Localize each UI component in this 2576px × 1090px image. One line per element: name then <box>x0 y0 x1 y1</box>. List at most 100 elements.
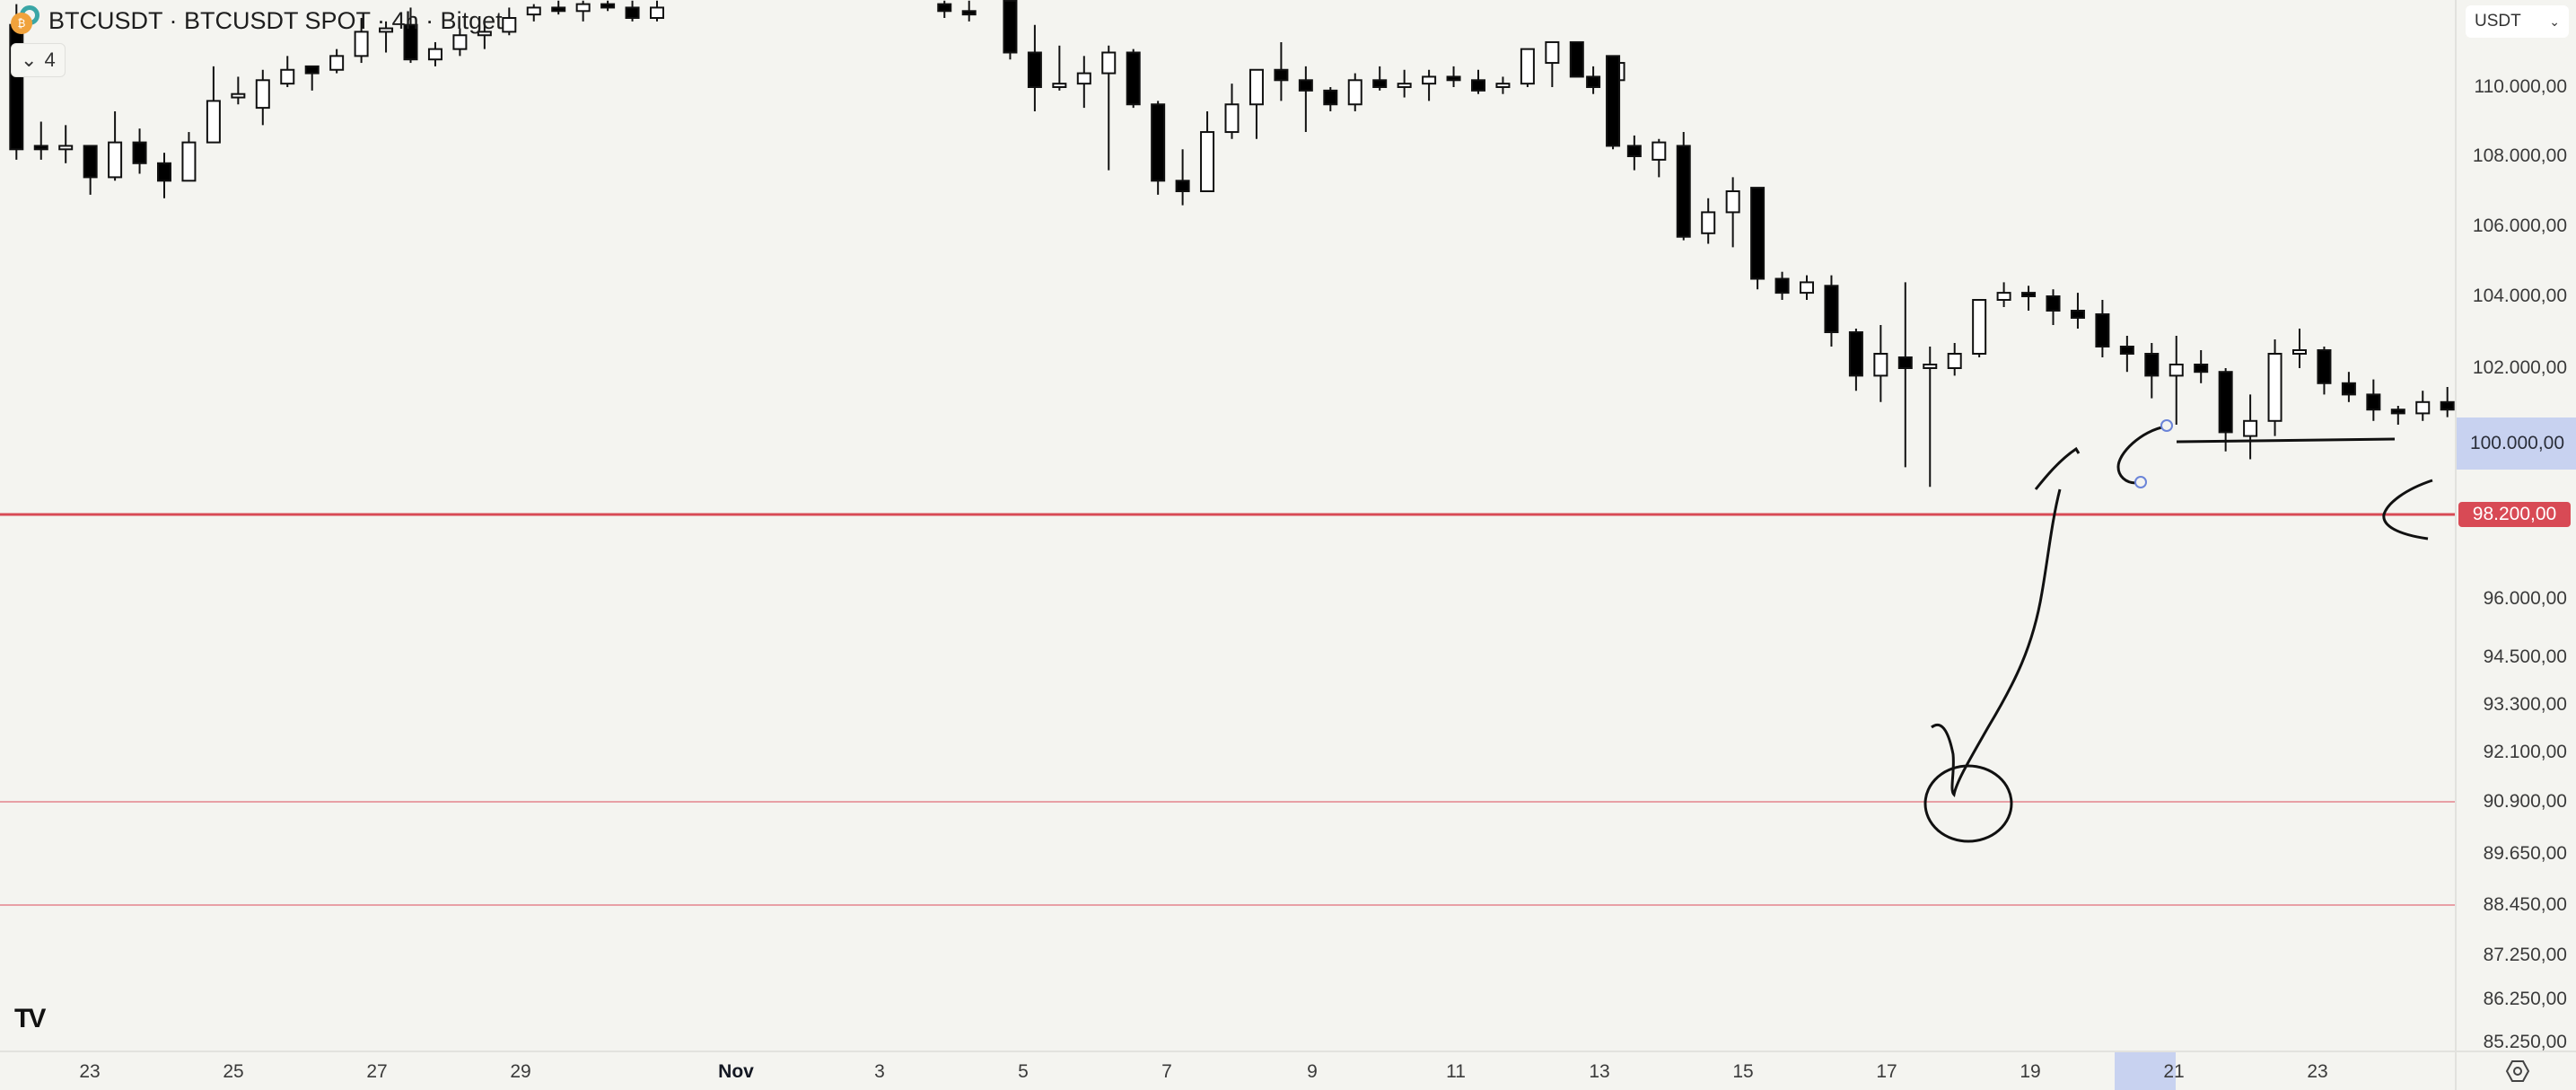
candle-up <box>1422 75 1437 85</box>
price-tick-label: 93.300,00 <box>2483 694 2567 715</box>
time-tick-label: 23 <box>2307 1061 2328 1082</box>
price-tick-label: 108.000,00 <box>2472 145 2567 166</box>
time-tick-label: 5 <box>1018 1061 1029 1082</box>
time-tick-label: 21 <box>2163 1061 2185 1082</box>
drawn-c-curve[interactable] <box>2116 425 2167 485</box>
candle-down <box>2390 409 2405 415</box>
candle-up <box>181 141 197 182</box>
candle-down <box>83 145 98 179</box>
candle-down <box>2144 353 2160 377</box>
candle-up <box>1545 40 1560 65</box>
price-tick-label: 104.000,00 <box>2472 286 2567 306</box>
symbol-legend[interactable]: ₿ BTCUSDT · BTCUSDT SPOT · 4h · Bitget <box>11 5 503 36</box>
candle-up <box>2169 364 2184 377</box>
indicators-collapse-button[interactable]: ⌄ 4 <box>11 43 66 77</box>
candle-up <box>427 48 442 61</box>
candle-down <box>1606 55 1621 147</box>
candle-up <box>1249 68 1264 106</box>
candle-up <box>1923 364 1938 369</box>
candle-up <box>206 100 221 144</box>
drawn-projection-curve[interactable] <box>1931 488 2062 798</box>
candle-down <box>2366 393 2381 411</box>
candle-up <box>1800 281 1814 294</box>
candle-down <box>1298 79 1313 92</box>
symbol-title[interactable]: BTCUSDT · BTCUSDT SPOT · 4h · Bitget <box>48 6 503 34</box>
candle-down <box>1372 79 1388 89</box>
candle-down <box>132 141 147 164</box>
candle-up <box>255 79 270 110</box>
candle-down <box>2046 295 2061 312</box>
candle-up <box>526 6 541 16</box>
price-tick-label: 106.000,00 <box>2472 215 2567 236</box>
candle-up <box>231 92 246 99</box>
price-tick-label: 94.500,00 <box>2483 646 2567 667</box>
candle-up <box>1495 83 1511 89</box>
candle-up <box>1725 190 1740 214</box>
candle-up <box>58 145 74 151</box>
candle-up <box>379 27 394 33</box>
currency-select[interactable]: USDT ⌄ <box>2466 5 2569 38</box>
price-tick-label: 88.450,00 <box>2483 894 2567 915</box>
candle-down <box>2341 382 2356 396</box>
candle-down <box>2440 400 2455 411</box>
candle-down <box>1626 145 1642 157</box>
candle-up <box>1972 299 1987 355</box>
candle-down <box>403 23 418 61</box>
candle-up <box>1397 83 1412 89</box>
chart-canvas[interactable]: ₿ BTCUSDT · BTCUSDT SPOT · 4h · Bitget ⌄… <box>0 0 2455 1050</box>
drawn-circle[interactable] <box>1923 764 2013 843</box>
drawn-target-line[interactable] <box>2176 437 2396 444</box>
price-tick-label: 90.900,00 <box>2483 791 2567 812</box>
price-tick-label: 87.250,00 <box>2483 945 2567 965</box>
axis-settings-button[interactable] <box>2455 1050 2576 1090</box>
time-tick-label: 11 <box>1446 1061 1466 1082</box>
candle-down <box>33 145 48 151</box>
candle-down <box>937 3 952 13</box>
candle-down <box>2317 349 2332 384</box>
price-tick-label: 89.650,00 <box>2483 843 2567 864</box>
candle-down <box>1003 0 1018 54</box>
price-tick-label: 96.000,00 <box>2483 588 2567 609</box>
candle-up <box>1076 72 1091 85</box>
candle-down <box>1471 79 1485 92</box>
settings-hex-icon <box>2505 1060 2529 1082</box>
candle-down <box>1586 75 1601 88</box>
price-tick-label: 102.000,00 <box>2472 357 2567 378</box>
time-tick-label: 15 <box>1732 1061 1754 1082</box>
time-tick-label: 3 <box>874 1061 885 1082</box>
indicator-count: 4 <box>44 48 56 71</box>
candle-up <box>1873 353 1888 377</box>
candle-down <box>1274 68 1289 82</box>
candle-up <box>2243 419 2258 437</box>
candle-down <box>1323 89 1338 106</box>
candle-up <box>650 6 664 19</box>
price-tick-label: 92.100,00 <box>2483 742 2567 762</box>
tradingview-logo-icon[interactable]: TV <box>14 1004 46 1033</box>
price-tick-label: 98.200,00 <box>2458 502 2571 527</box>
candle-up <box>575 3 591 13</box>
candle-down <box>2119 346 2134 355</box>
price-axis[interactable]: 110.000,00 108.000,00 106.000,00 104.000,00… <box>2455 0 2576 1052</box>
candle-up <box>2267 353 2282 422</box>
candle-up <box>1200 131 1215 192</box>
candle-up <box>1701 211 1716 234</box>
time-tick-label: 17 <box>1876 1061 1897 1082</box>
drawn-arrow-stroke[interactable] <box>2034 446 2081 490</box>
drawn-bracket[interactable] <box>2382 479 2433 541</box>
candle-up <box>1947 353 1962 369</box>
time-axis[interactable]: 23 25 27 29 Nov 3 5 7 9 11 13 15 17 19 21 23 <box>0 1050 2455 1090</box>
candlestick-chart[interactable] <box>0 0 2455 1050</box>
candle-up <box>1052 83 1067 89</box>
candle-up <box>329 55 345 71</box>
drawing-handle[interactable] <box>2160 419 2173 432</box>
price-tick-label: 100.000,00 <box>2457 418 2576 470</box>
price-tick-label: 110.000,00 <box>2474 76 2567 97</box>
candle-up <box>1101 51 1117 75</box>
candle-down <box>1676 145 1691 238</box>
candle-down <box>551 6 566 13</box>
candle-up <box>502 17 517 33</box>
candle-down <box>1027 51 1042 88</box>
time-tick-label: 7 <box>1161 1061 1172 1082</box>
candle-down <box>304 65 320 75</box>
drawing-handle[interactable] <box>2134 476 2147 488</box>
